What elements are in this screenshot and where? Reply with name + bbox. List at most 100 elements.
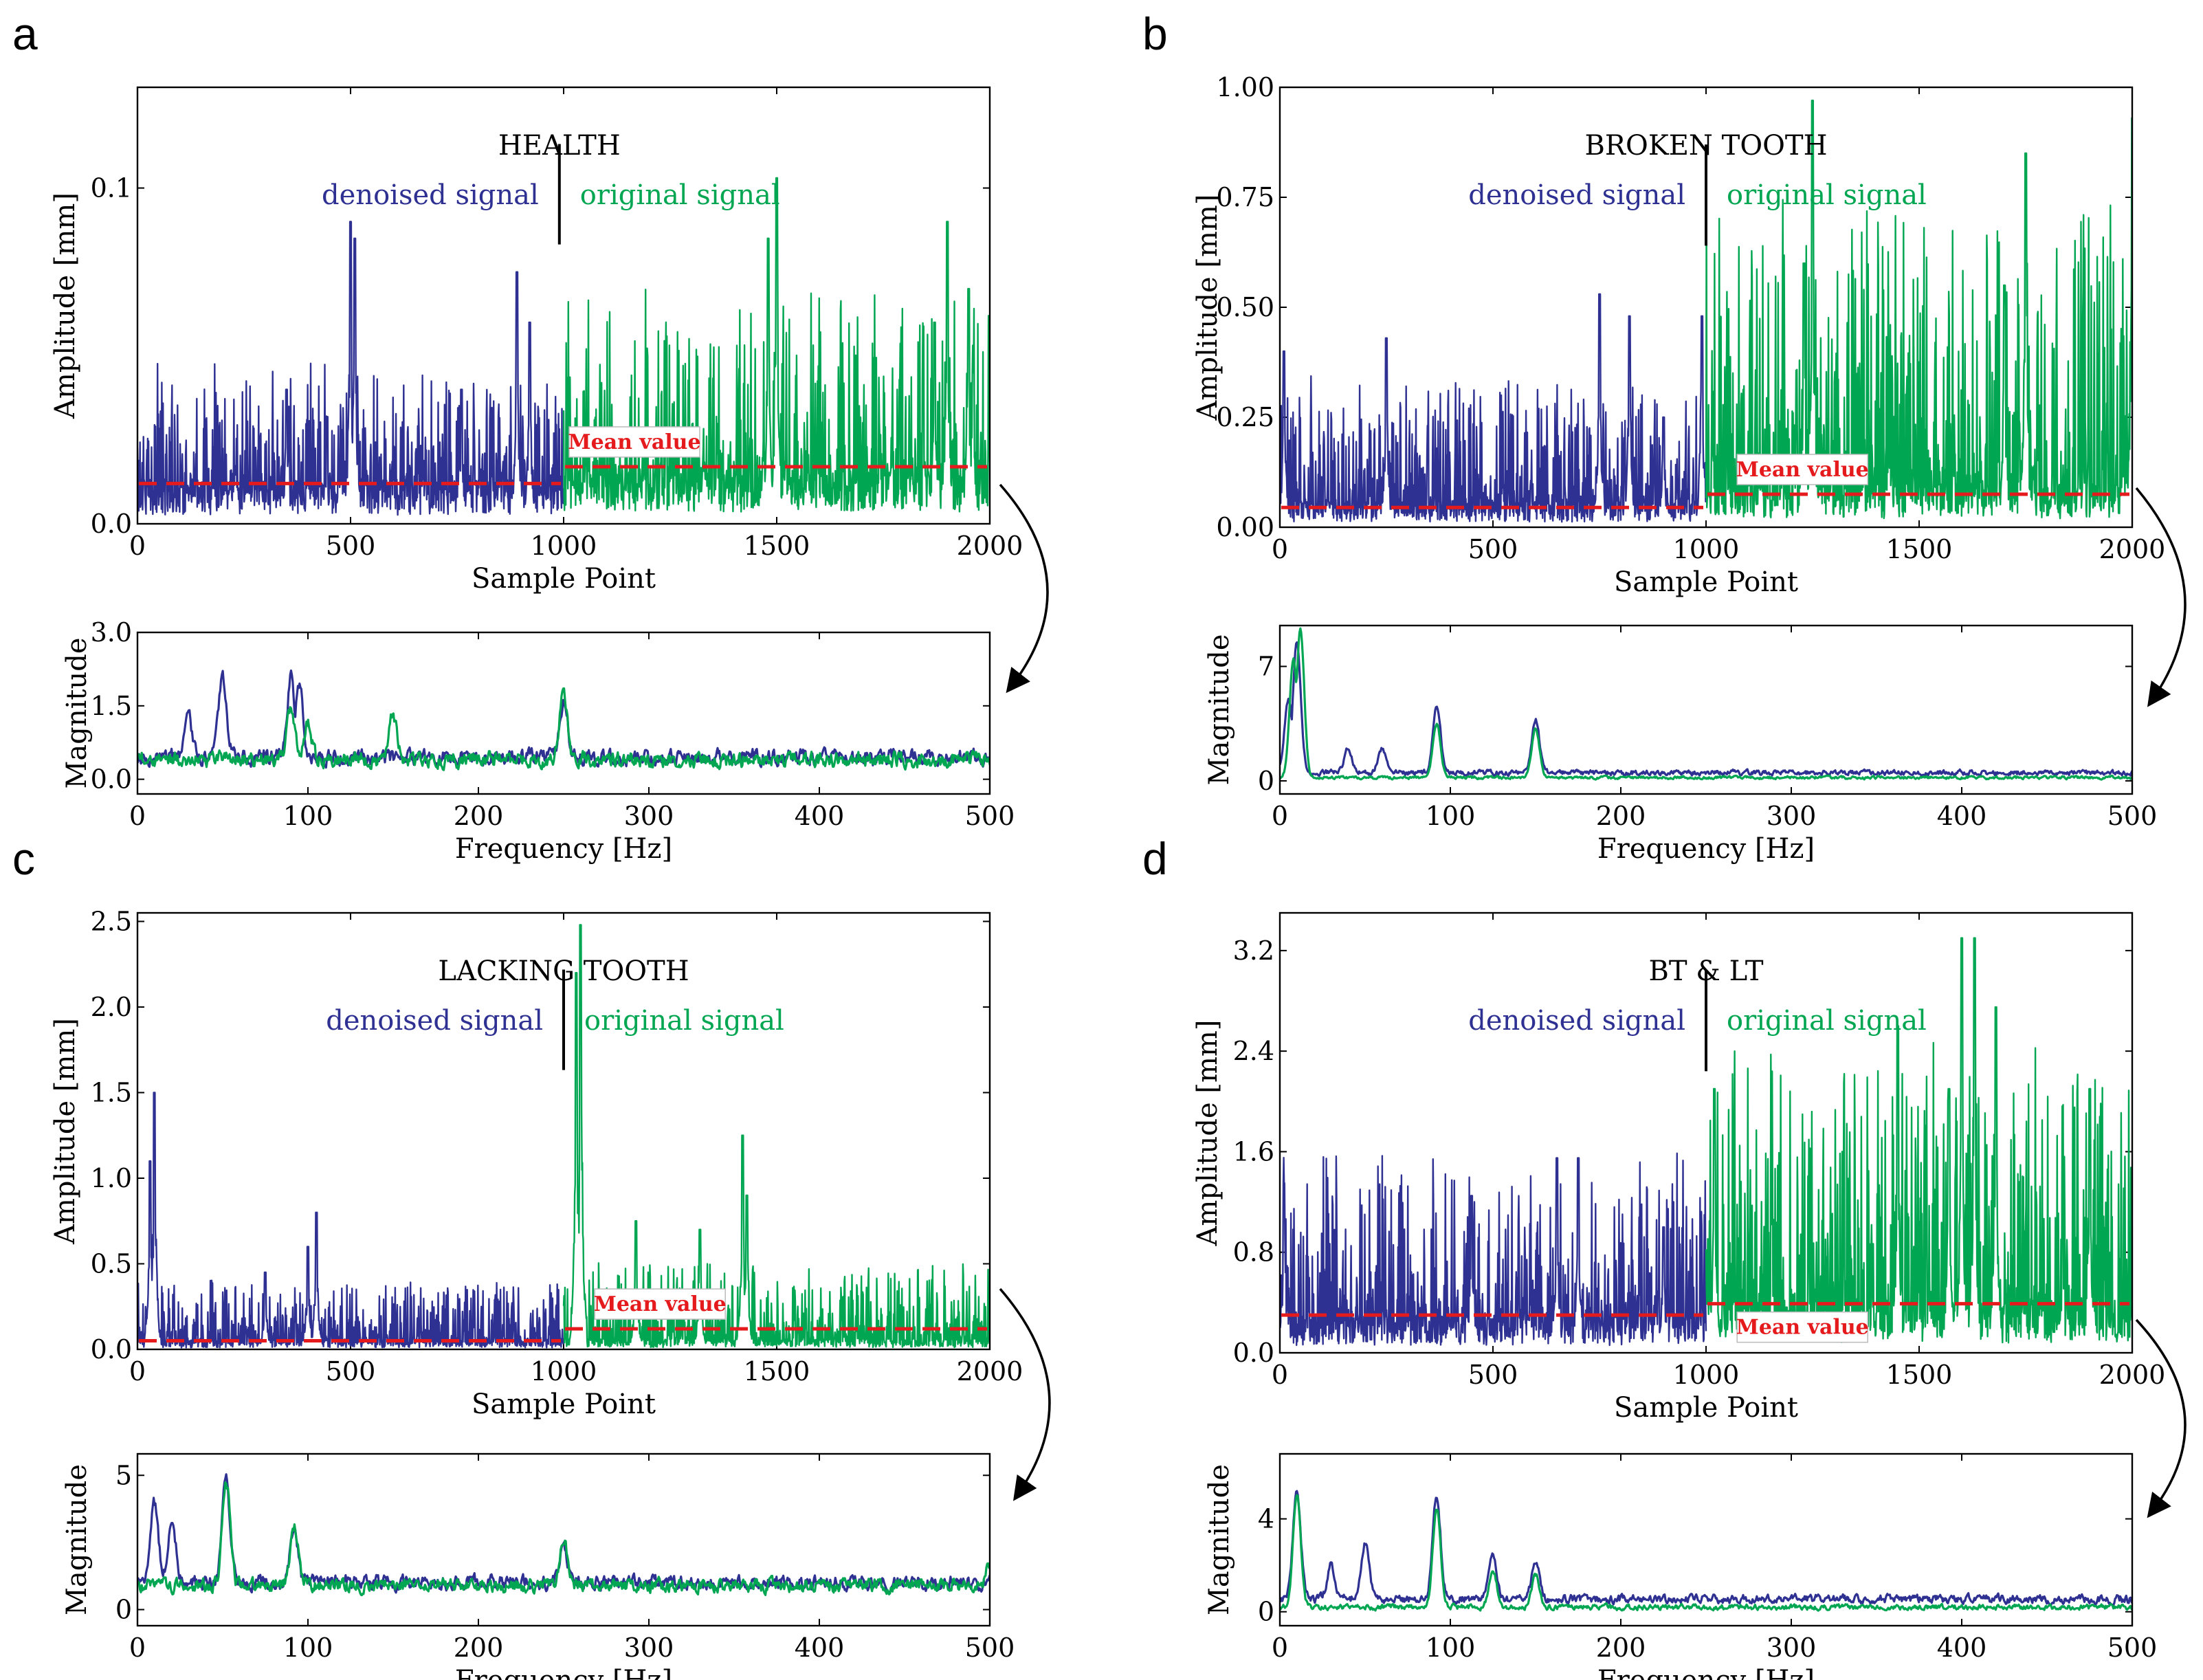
y-tick-label: 0.25	[1216, 402, 1274, 432]
x-tick-label: 400	[795, 801, 845, 831]
panel-label: d	[1142, 833, 1168, 884]
denoised-signal-line	[1280, 1152, 1707, 1347]
denoised-spectrum-line	[137, 669, 990, 769]
x-tick-label: 2000	[2099, 534, 2166, 564]
mean-value-label-box	[568, 426, 700, 458]
x-tick-label: 0	[129, 1356, 146, 1386]
x-tick-label: 1500	[744, 531, 810, 561]
x-tick-label: 300	[624, 1633, 674, 1663]
panel-label: a	[12, 8, 38, 59]
x-axis-label: Frequency [Hz]	[1597, 833, 1815, 865]
mean-value-label-box	[1736, 1311, 1868, 1343]
denoised-signal-label: denoised signal	[1468, 179, 1685, 211]
x-tick-label: 200	[454, 1633, 504, 1663]
x-tick-label: 0	[129, 1633, 146, 1663]
x-tick-label: 1500	[744, 1356, 810, 1386]
mean-value-label-box	[1736, 454, 1868, 485]
original-spectrum-line	[1280, 1494, 2132, 1612]
y-tick-label: 3.2	[1233, 936, 1274, 966]
x-tick-label: 0	[1272, 1633, 1288, 1663]
spectrum-group	[137, 669, 990, 771]
time-series-group	[1280, 100, 2132, 523]
x-tick-label: 100	[283, 1633, 333, 1663]
x-axis-label: Sample Point	[472, 563, 656, 595]
plot-frame	[136, 86, 991, 525]
mean-value-label-box	[594, 1288, 726, 1320]
x-tick-label: 2000	[957, 531, 1023, 561]
x-tick-label: 200	[1596, 1633, 1646, 1663]
y-tick-label: 0	[1258, 1597, 1274, 1627]
denoised-signal-label: denoised signal	[1468, 1005, 1685, 1037]
y-tick-label: 3.0	[91, 617, 132, 648]
y-tick-label: 2.0	[91, 992, 132, 1022]
x-tick-label: 0	[129, 801, 146, 831]
x-tick-label: 500	[965, 801, 1015, 831]
plot-frame	[136, 631, 991, 795]
y-tick-label: 0.5	[91, 1248, 132, 1279]
y-tick-label: 0.0	[91, 764, 132, 795]
x-tick-label: 500	[2107, 1633, 2158, 1663]
spectrum-group	[1280, 1490, 2132, 1612]
x-tick-label: 300	[1767, 801, 1817, 831]
y-tick-label: 0.8	[1233, 1237, 1274, 1268]
plot-frame	[1278, 624, 2134, 795]
x-tick-label: 100	[283, 801, 333, 831]
spectrum-group	[1280, 627, 2132, 781]
x-tick-label: 200	[454, 801, 504, 831]
plot-frame	[1278, 911, 2134, 1354]
original-signal-line	[1705, 937, 2132, 1344]
panel-c: c0 500 1000 1500 20000.00.51.01.52.02.5Sampl…	[12, 833, 1051, 1680]
y-axis-label: Amplitude [mm]	[1192, 195, 1224, 421]
y-axis-label: Amplitude [mm]	[49, 1018, 81, 1245]
y-tick-label: 0	[1258, 766, 1274, 796]
frequency-domain-plot: 0 100 200 300 400 500 0 5 Frequency [Hz] Magnitud…	[61, 1452, 1015, 1680]
y-tick-label: 0.75	[1216, 182, 1274, 212]
y-axis-label: Magnitude	[1204, 634, 1235, 785]
spectrum-group	[137, 1473, 990, 1597]
condition-title: HEALTH	[498, 130, 621, 162]
y-tick-label: 4	[1258, 1504, 1274, 1534]
panel-label: b	[1142, 8, 1168, 59]
plot-frame	[1278, 1452, 2134, 1627]
condition-title: BROKEN TOOTH	[1585, 130, 1828, 162]
y-tick-label: 2.4	[1233, 1036, 1274, 1066]
x-tick-label: 500	[965, 1633, 1015, 1663]
x-tick-label: 1500	[1886, 534, 1953, 564]
y-tick-label: 0.0	[91, 509, 132, 539]
denoised-signal-line	[137, 221, 565, 516]
y-axis-label: Amplitude [mm]	[49, 192, 81, 419]
frequency-domain-plot: 0 100 200 300 400 500 0 4 Frequency [Hz] Magnitud…	[1204, 1452, 2158, 1680]
time-domain-plot: 0 500 1000 1500 2000 0.0 0.8 1.6 2.4 3.2 Sample Po…	[1192, 911, 2166, 1424]
y-axis-label: Magnitude	[1204, 1464, 1235, 1615]
x-tick-label: 0	[129, 531, 146, 561]
curved-arrow-icon	[999, 483, 1049, 694]
x-tick-label: 500	[1468, 1360, 1518, 1390]
x-tick-label: 0	[1272, 1360, 1288, 1390]
x-tick-label: 1500	[1886, 1360, 1953, 1390]
plot-frame	[136, 1452, 991, 1627]
original-signal-label: original signal	[580, 179, 780, 211]
x-tick-label: 500	[1468, 534, 1518, 564]
time-domain-plot: 0 500 1000 1500 2000 0.0 0.1 Sample Point Amplit…	[49, 86, 1023, 595]
y-axis-label: Magnitude	[61, 1464, 93, 1615]
x-axis-label: Frequency [Hz]	[455, 1665, 672, 1680]
y-tick-label: 5	[115, 1460, 132, 1490]
y-tick-label: 0.0	[91, 1334, 132, 1364]
denoised-spectrum-line	[1280, 641, 2132, 777]
original-spectrum-line	[1280, 627, 2132, 781]
x-axis-label: Sample Point	[472, 1389, 656, 1420]
curved-arrow-icon	[999, 1287, 1051, 1501]
x-tick-label: 2000	[2099, 1360, 2166, 1390]
x-axis-label: Frequency [Hz]	[455, 833, 672, 865]
original-spectrum-line	[137, 687, 990, 771]
x-tick-label: 0	[1272, 534, 1288, 564]
x-tick-label: 2000	[957, 1356, 1023, 1386]
denoised-signal-line	[1280, 293, 1707, 523]
x-axis-label: Sample Point	[1614, 1392, 1798, 1424]
y-axis-label: Magnitude	[61, 637, 93, 788]
mean-value-label: Mean value	[568, 430, 700, 454]
x-tick-label: 400	[1937, 801, 1987, 831]
curved-arrow-icon	[2135, 1318, 2187, 1518]
original-signal-line	[562, 177, 990, 513]
